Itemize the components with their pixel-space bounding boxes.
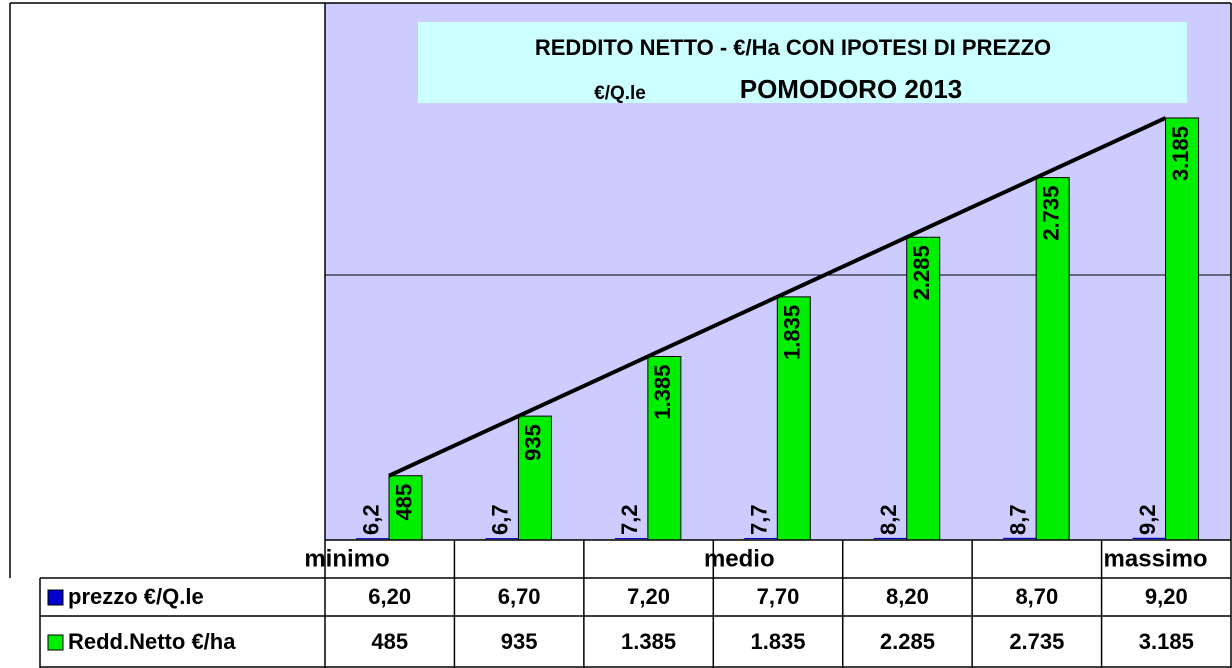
table-value: 7,70	[757, 584, 800, 609]
bar	[906, 236, 941, 541]
bar	[485, 538, 519, 540]
bar	[356, 538, 389, 540]
legend-label: Redd.Netto €/ha	[68, 629, 236, 654]
data-label: 6,2	[358, 504, 383, 535]
bar	[1165, 117, 1200, 541]
legend-swatch	[47, 634, 64, 651]
chart-title: POMODORO 2013	[740, 74, 963, 104]
data-label: 1.385	[650, 364, 675, 419]
trend-line	[388, 116, 1167, 478]
bar	[1035, 177, 1070, 541]
data-label: 3.185	[1168, 126, 1193, 181]
table-value: 6,70	[498, 584, 541, 609]
chart-title: REDDITO NETTO - €/Ha CON IPOTESI DI PREZ…	[535, 35, 1051, 60]
bar	[1132, 537, 1166, 539]
bar	[1003, 537, 1037, 539]
bar	[744, 537, 778, 539]
x-tick-label: medio	[704, 545, 775, 572]
table-value: 6,20	[368, 584, 411, 609]
data-label: 935	[521, 424, 546, 461]
x-tick-label: massimo	[1104, 545, 1208, 572]
table-value: 3.185	[1139, 629, 1194, 654]
table-value: 2.735	[1009, 629, 1064, 654]
bar	[647, 355, 682, 541]
data-label: 9,2	[1135, 504, 1160, 535]
data-label: 2.285	[909, 245, 934, 300]
bar	[776, 296, 811, 541]
bar	[517, 415, 552, 541]
legend-label: prezzo €/Q.le	[68, 584, 204, 609]
title-box	[418, 22, 1187, 103]
table-value: 1.835	[750, 629, 805, 654]
data-label: 2.735	[1038, 186, 1063, 241]
data-label: 7,7	[747, 504, 772, 535]
data-label: 485	[391, 484, 416, 521]
table-value: 1.385	[621, 629, 676, 654]
bar	[873, 537, 907, 539]
data-label: 7,2	[617, 504, 642, 535]
table-value: 485	[371, 629, 408, 654]
table-value: 935	[501, 629, 538, 654]
x-tick-label: minimo	[304, 545, 389, 572]
legend-swatch	[47, 589, 64, 606]
table-value: 7,20	[627, 584, 670, 609]
table-value: 8,20	[886, 584, 929, 609]
table-value: 9,20	[1145, 584, 1188, 609]
data-label: 8,7	[1005, 504, 1030, 535]
table-value: 2.285	[880, 629, 935, 654]
bar	[614, 538, 648, 540]
data-label: 6,7	[488, 504, 513, 535]
data-label: 8,2	[876, 504, 901, 535]
data-label: 1.835	[780, 305, 805, 360]
table-value: 8,70	[1015, 584, 1058, 609]
frame	[9, 2, 1232, 668]
chart-title: €/Q.le	[594, 83, 646, 104]
